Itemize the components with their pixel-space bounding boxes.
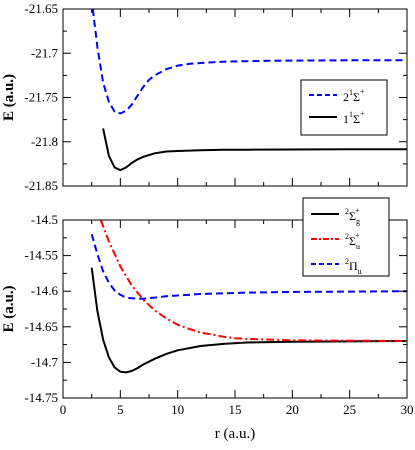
- legend-label: 2Σg+: [345, 206, 360, 226]
- y-axis-title: E (a.u.): [1, 74, 17, 121]
- legend-label: 21Σ+: [343, 87, 365, 104]
- y-tick-label: -14.5: [31, 212, 58, 227]
- y-tick-label: -14.65: [24, 319, 58, 334]
- x-tick-label: 15: [229, 402, 242, 417]
- x-tick-label: 30: [401, 402, 414, 417]
- y-tick-label: -14.55: [24, 248, 58, 263]
- y-tick-label: -21.7: [31, 45, 59, 60]
- legend-label: 2Σu+: [345, 231, 360, 251]
- y-tick-label: -14.75: [24, 390, 58, 405]
- series-line-top-1: [102, 128, 407, 172]
- y-axis-title: E (a.u.): [1, 285, 17, 332]
- series-line-top-0: [91, 9, 407, 115]
- y-tick-label: -21.75: [24, 90, 58, 105]
- y-tick-label: -14.7: [31, 354, 59, 369]
- y-tick-label: -21.85: [24, 178, 58, 193]
- legend-label: 2Πu: [345, 257, 362, 276]
- panel-top: -21.65 -21.7 -21.75 -21.8 -21.85 E (a.u.) 21Σ+…: [1, 1, 408, 193]
- series-line-bottom-0: [90, 267, 407, 374]
- y-tick-label: -14.6: [31, 283, 59, 298]
- x-tick-label: 5: [117, 402, 124, 417]
- x-tick-label: 10: [171, 402, 184, 417]
- series-line-bottom-2: [90, 233, 407, 300]
- y-tick-label: -21.8: [31, 134, 58, 149]
- legend-box: [300, 79, 388, 136]
- panel-bottom: 0 5 10 15 20 25 30 -14.5 -14.55 -14.6 -14.65 -14.7 -…: [1, 197, 414, 442]
- legend-box: [302, 197, 390, 277]
- x-tick-label: 0: [60, 402, 67, 417]
- legend-label: 11Σ+: [343, 109, 365, 126]
- legend-bottom: 2Σg+ 2Σu+ 2Πu: [302, 197, 390, 277]
- y-tick-label: -21.65: [24, 1, 58, 16]
- x-axis-title: r (a.u.): [215, 426, 255, 442]
- x-tick-label: 25: [343, 402, 356, 417]
- legend-top: 21Σ+ 11Σ+: [300, 79, 388, 136]
- series-line-bottom-1: [99, 220, 407, 342]
- x-tick-label: 20: [286, 402, 299, 417]
